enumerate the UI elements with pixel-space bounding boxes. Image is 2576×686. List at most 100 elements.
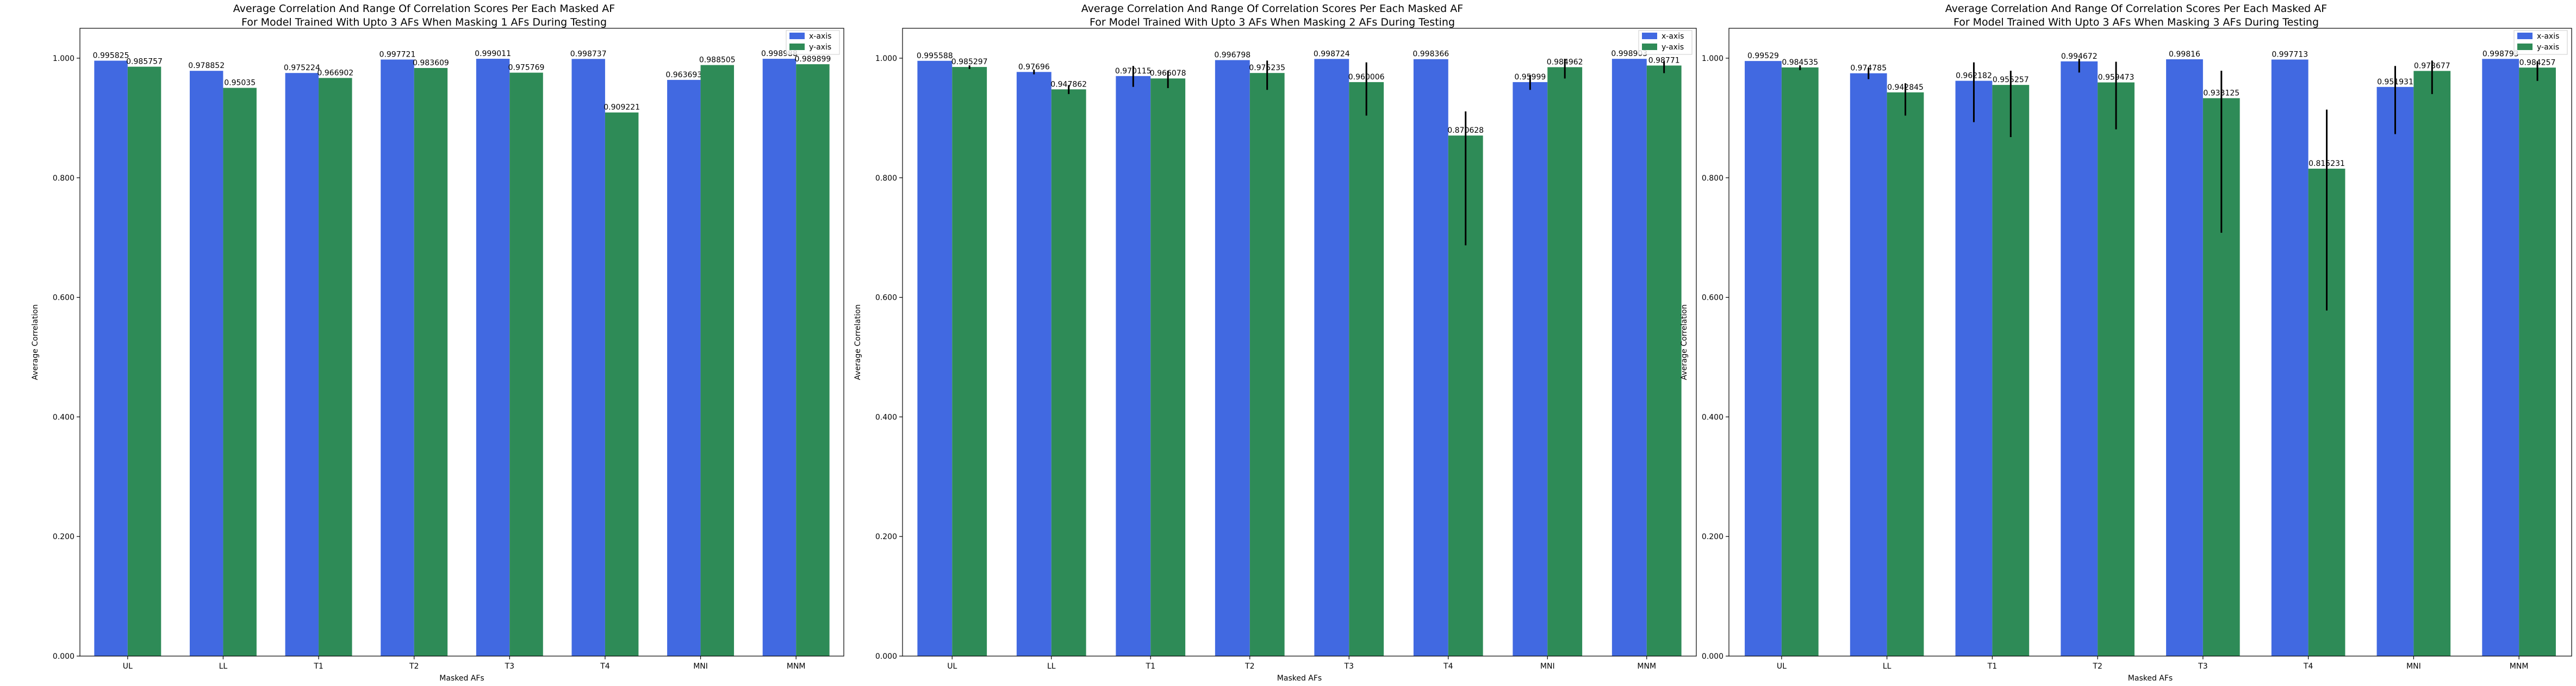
bar bbox=[1314, 59, 1349, 657]
legend-entry: x-axis bbox=[809, 32, 831, 41]
data-label: 0.975235 bbox=[1249, 64, 1285, 72]
bar-chart: 0.995825 0.978852 0.975224 0.997721 0.999011… bbox=[31, 28, 844, 683]
bar bbox=[1955, 81, 1993, 657]
x-tick-label: MNI bbox=[693, 662, 708, 671]
bar bbox=[2166, 59, 2203, 657]
bar bbox=[1016, 72, 1051, 657]
y-axis-label: Average Correlation bbox=[854, 304, 862, 380]
bar bbox=[1150, 78, 1186, 657]
bar bbox=[223, 88, 257, 656]
x-tick-label: T1 bbox=[1146, 662, 1155, 671]
chart-panel-1: Average Correlation And Range Of Correla… bbox=[0, 0, 848, 686]
data-label: 0.975769 bbox=[508, 64, 545, 72]
y-tick-label: 0.400 bbox=[875, 413, 897, 422]
bar bbox=[605, 112, 639, 656]
x-tick-label: MNM bbox=[2510, 662, 2529, 671]
bar bbox=[1116, 76, 1151, 657]
bar bbox=[127, 66, 161, 657]
x-axis-label: Masked AFs bbox=[439, 674, 484, 683]
data-label: 0.984962 bbox=[1547, 58, 1583, 66]
x-tick-label: UL bbox=[1777, 662, 1787, 671]
data-label: 0.815231 bbox=[2309, 159, 2345, 168]
bar bbox=[2098, 82, 2135, 656]
data-label: 0.963693 bbox=[665, 71, 702, 79]
bar bbox=[2061, 61, 2098, 656]
y-tick-label: 1.000 bbox=[875, 54, 897, 63]
bar bbox=[2271, 59, 2309, 656]
bar bbox=[1992, 85, 2030, 656]
data-label: 0.909221 bbox=[603, 103, 640, 112]
data-label: 0.997713 bbox=[2272, 50, 2308, 59]
data-label: 0.975224 bbox=[284, 64, 320, 72]
plot-frame bbox=[902, 28, 1697, 657]
x-tick-label: T3 bbox=[505, 662, 514, 671]
y-tick-label: 0.800 bbox=[53, 174, 74, 183]
data-label: 0.970115 bbox=[1115, 67, 1152, 76]
bar bbox=[700, 65, 735, 656]
x-tick-label: UL bbox=[123, 662, 133, 671]
legend-swatch bbox=[2517, 44, 2533, 50]
data-label: 0.988505 bbox=[699, 56, 736, 65]
data-label: 0.99816 bbox=[2169, 50, 2200, 59]
bar bbox=[796, 64, 830, 657]
bar bbox=[1349, 82, 1384, 656]
data-label: 0.985757 bbox=[126, 58, 163, 66]
x-tick-label: T2 bbox=[409, 662, 419, 671]
data-label: 0.870628 bbox=[1447, 126, 1484, 135]
data-label: 0.984535 bbox=[1782, 58, 1818, 67]
data-label: 0.966078 bbox=[1150, 69, 1186, 78]
y-axis-label: Average Correlation bbox=[1680, 304, 1689, 380]
legend-entry: x-axis bbox=[2537, 32, 2559, 41]
bar-chart: 0.995588 0.97696 0.970115 0.996798 0.998724 0… bbox=[854, 28, 1697, 683]
data-label: 0.998793 bbox=[2482, 50, 2519, 58]
data-label: 0.984257 bbox=[2519, 58, 2556, 67]
bar bbox=[1051, 89, 1086, 657]
x-tick-label: T4 bbox=[600, 662, 610, 671]
bar bbox=[1547, 67, 1583, 656]
data-label: 0.95035 bbox=[224, 79, 256, 88]
chart-title: Average Correlation And Range Of Correla… bbox=[1945, 3, 2328, 28]
chart-panel-2: Average Correlation And Range Of Correla… bbox=[848, 0, 1697, 686]
data-label: 0.95999 bbox=[1514, 73, 1546, 82]
x-tick-label: T3 bbox=[1344, 662, 1354, 671]
data-label: 0.994672 bbox=[2061, 52, 2098, 61]
x-tick-label: MNI bbox=[1540, 662, 1555, 671]
data-label: 0.933125 bbox=[2203, 89, 2239, 97]
y-axis-label: Average Correlation bbox=[31, 304, 40, 380]
data-label: 0.995825 bbox=[93, 52, 129, 60]
x-tick-label: T4 bbox=[1443, 662, 1453, 671]
bar bbox=[1887, 92, 1924, 657]
bar bbox=[1413, 59, 1448, 657]
y-tick-label: 0.800 bbox=[1702, 174, 1723, 183]
data-label: 0.997721 bbox=[379, 50, 416, 59]
y-tick-label: 0.400 bbox=[53, 413, 74, 422]
legend-swatch bbox=[1642, 33, 1657, 39]
data-label: 0.962182 bbox=[1956, 72, 1992, 81]
x-tick-label: T1 bbox=[313, 662, 323, 671]
x-tick-label: T3 bbox=[2198, 662, 2207, 671]
bar-chart: 0.99529 0.974785 0.962182 0.994672 0.99816 0.… bbox=[1680, 28, 2572, 683]
bar bbox=[2413, 71, 2451, 657]
bar bbox=[319, 78, 352, 657]
bar bbox=[2519, 67, 2556, 657]
x-axis-label: Masked AFs bbox=[2128, 674, 2173, 683]
data-label: 0.99529 bbox=[1747, 52, 1779, 60]
bar bbox=[1646, 65, 1682, 656]
chart-panel-3: Average Correlation And Range Of Correla… bbox=[1680, 0, 2576, 686]
x-tick-label: T4 bbox=[2303, 662, 2313, 671]
chart-title: Average Correlation And Range Of Correla… bbox=[233, 3, 615, 28]
plot-frame bbox=[1728, 28, 2572, 657]
legend: x-axis y-axis bbox=[1638, 30, 1693, 55]
x-tick-label: MNM bbox=[1637, 662, 1656, 671]
y-tick-label: 0.600 bbox=[53, 294, 74, 302]
data-label: 0.978852 bbox=[188, 61, 225, 70]
data-label: 0.995588 bbox=[917, 52, 953, 60]
bar bbox=[2376, 86, 2414, 657]
y-tick-label: 0.400 bbox=[1702, 413, 1723, 422]
plot-frame bbox=[79, 28, 844, 657]
data-label: 0.98771 bbox=[1648, 56, 1680, 65]
data-label: 0.942845 bbox=[1887, 83, 1924, 92]
legend-swatch bbox=[789, 33, 805, 39]
y-tick-label: 0.200 bbox=[875, 533, 897, 541]
bar bbox=[1249, 73, 1285, 656]
